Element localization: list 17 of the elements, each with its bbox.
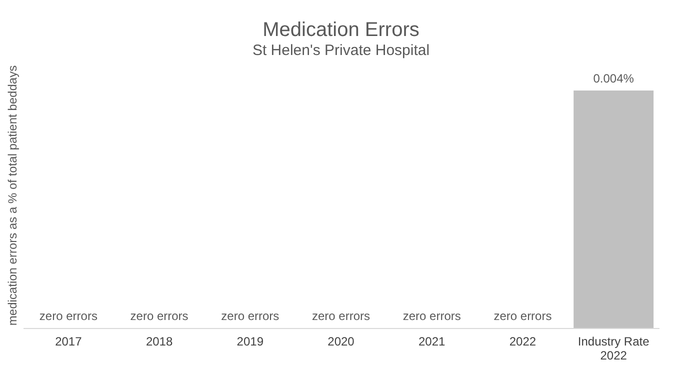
- data-label: 0.004%: [593, 72, 634, 86]
- x-tick-label: 2020: [328, 334, 355, 348]
- y-axis-title: medication errors as a % of total patient beddays: [6, 65, 20, 326]
- chart-title: Medication Errors: [262, 19, 420, 41]
- chart-subtitle: St Helen's Private Hospital: [252, 42, 430, 59]
- data-label: zero errors: [221, 309, 280, 323]
- x-tick-label: 2017: [55, 334, 82, 348]
- data-label: zero errors: [39, 309, 98, 323]
- x-tick-label: 2019: [236, 334, 264, 348]
- data-label: zero errors: [494, 309, 552, 323]
- x-tick-label: 2021: [418, 334, 446, 348]
- x-tick-label: 2018: [146, 334, 173, 348]
- data-label: zero errors: [130, 309, 188, 323]
- data-label: zero errors: [312, 309, 370, 323]
- data-label: zero errors: [402, 309, 461, 323]
- x-tick-label: Industry Rate 2022: [578, 334, 650, 362]
- x-tick-label: 2022: [509, 334, 536, 348]
